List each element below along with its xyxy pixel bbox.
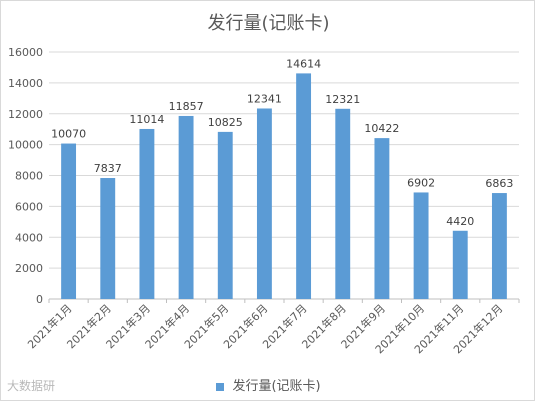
data-label: 10825	[208, 116, 243, 129]
data-label: 11014	[129, 113, 164, 126]
data-label: 7837	[94, 162, 122, 175]
chart-legend: 发行量(记账卡)	[1, 375, 535, 394]
data-label: 6902	[407, 176, 435, 189]
bar	[100, 178, 116, 299]
y-tick-label: 12000	[8, 108, 43, 121]
y-tick-label: 8000	[15, 170, 43, 183]
bar	[452, 230, 468, 299]
bar	[217, 131, 233, 299]
legend-swatch	[216, 382, 225, 391]
bar	[178, 115, 194, 299]
data-label: 12341	[247, 92, 282, 105]
bar	[256, 108, 272, 299]
y-tick-label: 16000	[8, 46, 43, 59]
chart-title: 发行量(记账卡)	[207, 13, 330, 34]
data-label: 14614	[286, 57, 321, 70]
legend-label: 发行量(记账卡)	[232, 379, 321, 394]
data-label: 12321	[325, 93, 360, 106]
data-label: 10070	[51, 128, 86, 141]
data-label: 6863	[485, 177, 513, 190]
bar	[296, 73, 312, 299]
bar	[374, 138, 390, 299]
bar	[413, 192, 429, 299]
watermark: 大数据研	[7, 379, 56, 393]
bar	[491, 193, 507, 299]
bar	[139, 128, 155, 299]
bar	[61, 143, 77, 299]
y-tick-label: 14000	[8, 77, 43, 90]
bar	[335, 108, 351, 300]
data-label: 4420	[446, 215, 474, 228]
y-tick-label: 6000	[15, 200, 43, 213]
y-tick-label: 10000	[8, 139, 43, 152]
y-tick-label: 2000	[15, 262, 43, 275]
data-label: 11857	[169, 100, 204, 113]
y-tick-label: 0	[36, 293, 43, 306]
y-tick-label: 4000	[15, 231, 43, 244]
data-label: 10422	[364, 122, 399, 135]
